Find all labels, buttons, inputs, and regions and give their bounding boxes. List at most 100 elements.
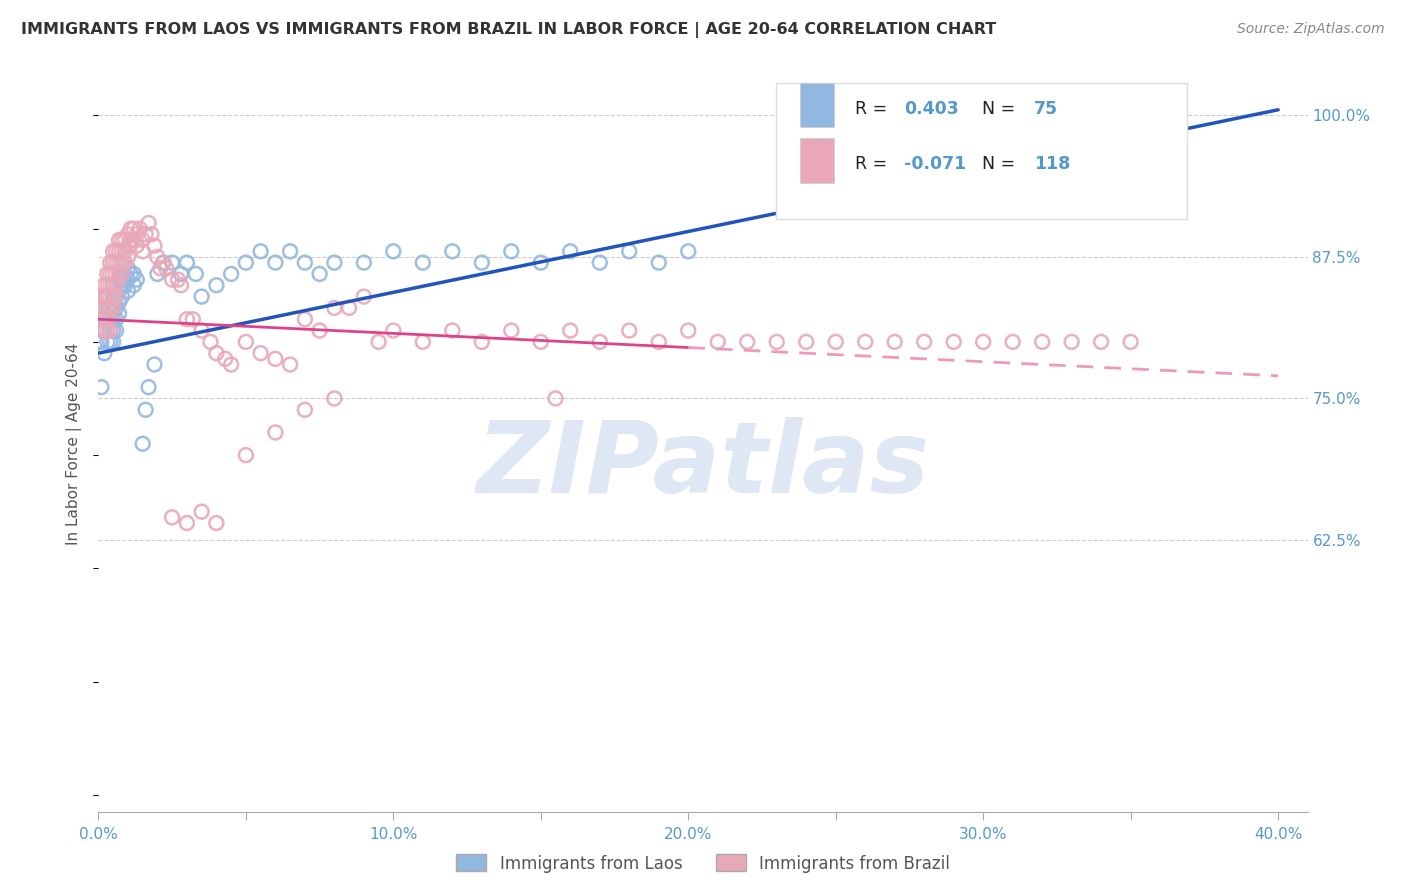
Point (90, 334, 112, 349)
Point (589, 255, 612, 269)
Point (111, 289, 134, 303)
Text: 118: 118 (1035, 155, 1071, 173)
Point (141, 227, 163, 242)
Point (101, 289, 124, 303)
Point (706, 334, 728, 349)
Point (294, 255, 316, 269)
Text: ZIPatlas: ZIPatlas (477, 417, 929, 515)
Point (98, 312, 121, 326)
Point (98, 301, 121, 315)
Point (530, 334, 553, 349)
Point (101, 278, 124, 293)
Point (131, 244, 153, 259)
Point (93, 312, 115, 326)
Point (190, 289, 212, 303)
Point (205, 346, 228, 360)
Point (308, 267, 330, 281)
Point (942, 334, 965, 349)
Point (117, 227, 139, 242)
Point (108, 233, 131, 247)
Point (101, 324, 124, 338)
Point (160, 272, 183, 286)
Point (143, 238, 166, 252)
Point (135, 402, 157, 417)
Point (619, 324, 641, 338)
Y-axis label: In Labor Force | Age 20-64: In Labor Force | Age 20-64 (66, 343, 83, 545)
Point (90, 312, 112, 326)
Point (190, 324, 212, 338)
Point (190, 505, 212, 519)
Point (98, 289, 121, 303)
Point (367, 334, 389, 349)
Text: Source: ZipAtlas.com: Source: ZipAtlas.com (1237, 22, 1385, 37)
Text: R =: R = (855, 155, 893, 173)
Point (200, 334, 222, 349)
Point (235, 448, 257, 462)
Point (120, 267, 142, 281)
Point (101, 301, 124, 315)
Point (176, 516, 198, 530)
FancyBboxPatch shape (800, 138, 834, 183)
FancyBboxPatch shape (800, 83, 834, 128)
Point (96, 312, 118, 326)
Text: R =: R = (855, 100, 893, 118)
Point (101, 301, 124, 315)
Point (98, 324, 121, 338)
Point (111, 278, 134, 293)
Point (501, 324, 523, 338)
Point (501, 244, 523, 259)
Point (98, 301, 121, 315)
Point (152, 255, 174, 269)
Point (122, 233, 145, 247)
Point (824, 334, 846, 349)
Point (96, 289, 118, 303)
Point (412, 255, 434, 269)
Point (111, 233, 134, 247)
Point (93, 289, 115, 303)
Point (176, 312, 198, 326)
Point (181, 312, 204, 326)
Point (101, 278, 124, 293)
Point (114, 267, 136, 281)
Point (125, 227, 148, 242)
Point (101, 255, 124, 269)
Point (160, 255, 183, 269)
Point (152, 255, 174, 269)
Point (146, 267, 169, 281)
Point (1090, 334, 1112, 349)
Point (471, 255, 494, 269)
Point (114, 255, 136, 269)
Point (441, 324, 464, 338)
Point (1060, 334, 1083, 349)
Point (122, 267, 145, 281)
Point (678, 244, 700, 259)
Point (337, 301, 360, 315)
Point (1031, 334, 1053, 349)
Point (108, 307, 131, 321)
Point (111, 267, 134, 281)
Point (264, 351, 287, 366)
Point (93, 312, 115, 326)
Point (143, 358, 166, 372)
Point (560, 244, 582, 259)
Point (90, 289, 112, 303)
Point (93, 324, 115, 338)
Point (105, 312, 128, 326)
Point (120, 233, 142, 247)
Point (90, 380, 112, 394)
Point (108, 255, 131, 269)
Point (105, 255, 128, 269)
Point (138, 380, 160, 394)
Point (264, 425, 287, 440)
Point (101, 267, 124, 281)
Point (114, 278, 136, 293)
Point (105, 278, 128, 293)
Point (135, 227, 157, 242)
Point (235, 334, 257, 349)
Point (117, 250, 139, 264)
Point (160, 510, 183, 524)
Point (98, 255, 121, 269)
Point (101, 334, 124, 349)
Point (912, 334, 935, 349)
Point (125, 272, 148, 286)
